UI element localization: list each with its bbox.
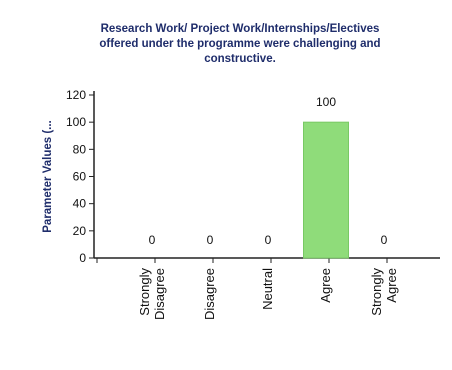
y-tick-label: 80 bbox=[73, 142, 87, 156]
data-label: 0 bbox=[207, 233, 214, 247]
data-label: 0 bbox=[265, 233, 272, 247]
bar bbox=[303, 121, 349, 259]
chart-title-line-1: Research Work/ Project Work/Internships/… bbox=[100, 23, 380, 35]
x-category-label-line: Disagree bbox=[202, 268, 217, 320]
x-category-label: Strongly Disagree bbox=[137, 268, 167, 321]
x-category-label: Neutral bbox=[260, 268, 275, 310]
y-tick-label: 0 bbox=[79, 251, 86, 265]
x-category-label: Strongly Agree bbox=[369, 268, 399, 316]
x-category-label: Disagree bbox=[202, 268, 217, 320]
x-category-label-line: Strongly bbox=[369, 268, 384, 316]
y-tick-label: 60 bbox=[73, 170, 87, 184]
y-tick-label: 120 bbox=[66, 88, 86, 102]
y-axis-label: Parameter Values (... bbox=[42, 120, 54, 233]
chart-title-line-3: constructive. bbox=[204, 53, 276, 65]
x-category-label-line: Agree bbox=[384, 268, 399, 303]
chart-title: Research Work/ Project Work/Internships/… bbox=[40, 22, 440, 67]
y-tick-label: 20 bbox=[73, 224, 87, 238]
x-category-label: Agree bbox=[318, 268, 333, 303]
labels: 0 20 40 60 80 100 120 Parameter Values (... 0 Str… bbox=[42, 88, 399, 320]
axes bbox=[89, 91, 440, 263]
data-label: 0 bbox=[381, 233, 388, 247]
y-tick-label: 40 bbox=[73, 197, 87, 211]
x-category-label-line: Agree bbox=[318, 268, 333, 303]
x-category-label-line: Disagree bbox=[152, 268, 167, 320]
x-category-label-line: Strongly bbox=[137, 268, 152, 316]
x-category-label-line: Neutral bbox=[260, 268, 275, 310]
bars bbox=[303, 121, 349, 259]
data-label: 100 bbox=[316, 95, 336, 109]
chart-title-line-2: offered under the programme were challen… bbox=[99, 38, 381, 50]
y-tick-label: 100 bbox=[66, 115, 86, 129]
data-label: 0 bbox=[149, 233, 156, 247]
